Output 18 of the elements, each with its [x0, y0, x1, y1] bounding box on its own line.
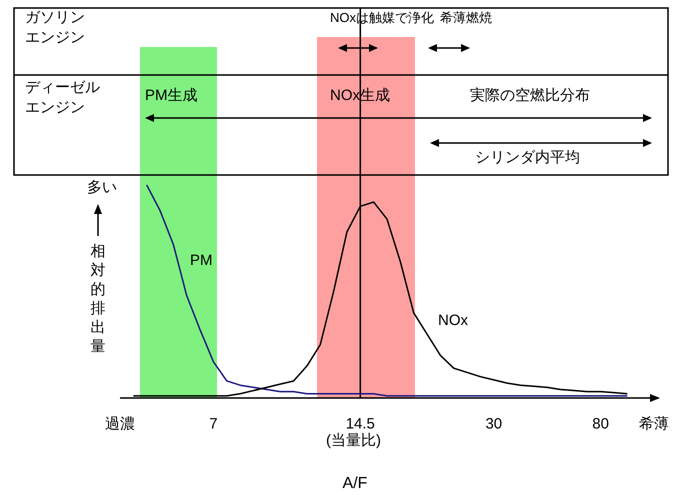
y-axis-title: 相対的排出量 — [90, 243, 106, 355]
x-tick-label: 希薄 — [639, 416, 669, 433]
text: PM生成 — [145, 86, 198, 106]
text: ガソリンエンジン — [25, 8, 86, 48]
x-tick-label: 過濃 — [105, 416, 135, 433]
text: 多い — [87, 178, 117, 198]
x-tick-label: 14.5 — [346, 416, 375, 433]
text: ディーゼルエンジン — [25, 78, 101, 118]
series-label: NOx — [438, 312, 468, 329]
x-tick-label: 80 — [592, 416, 609, 433]
series-label: PM — [190, 252, 212, 269]
x-tick-label: 30 — [485, 416, 502, 433]
x-axis-title: A/F — [342, 475, 368, 492]
text: (当量比) — [326, 431, 381, 451]
text: 実際の空燃比分布 — [470, 86, 590, 106]
x-tick-label: 7 — [209, 416, 218, 433]
text: 希薄燃焼 — [440, 9, 492, 27]
text: シリンダ内平均 — [475, 148, 580, 168]
